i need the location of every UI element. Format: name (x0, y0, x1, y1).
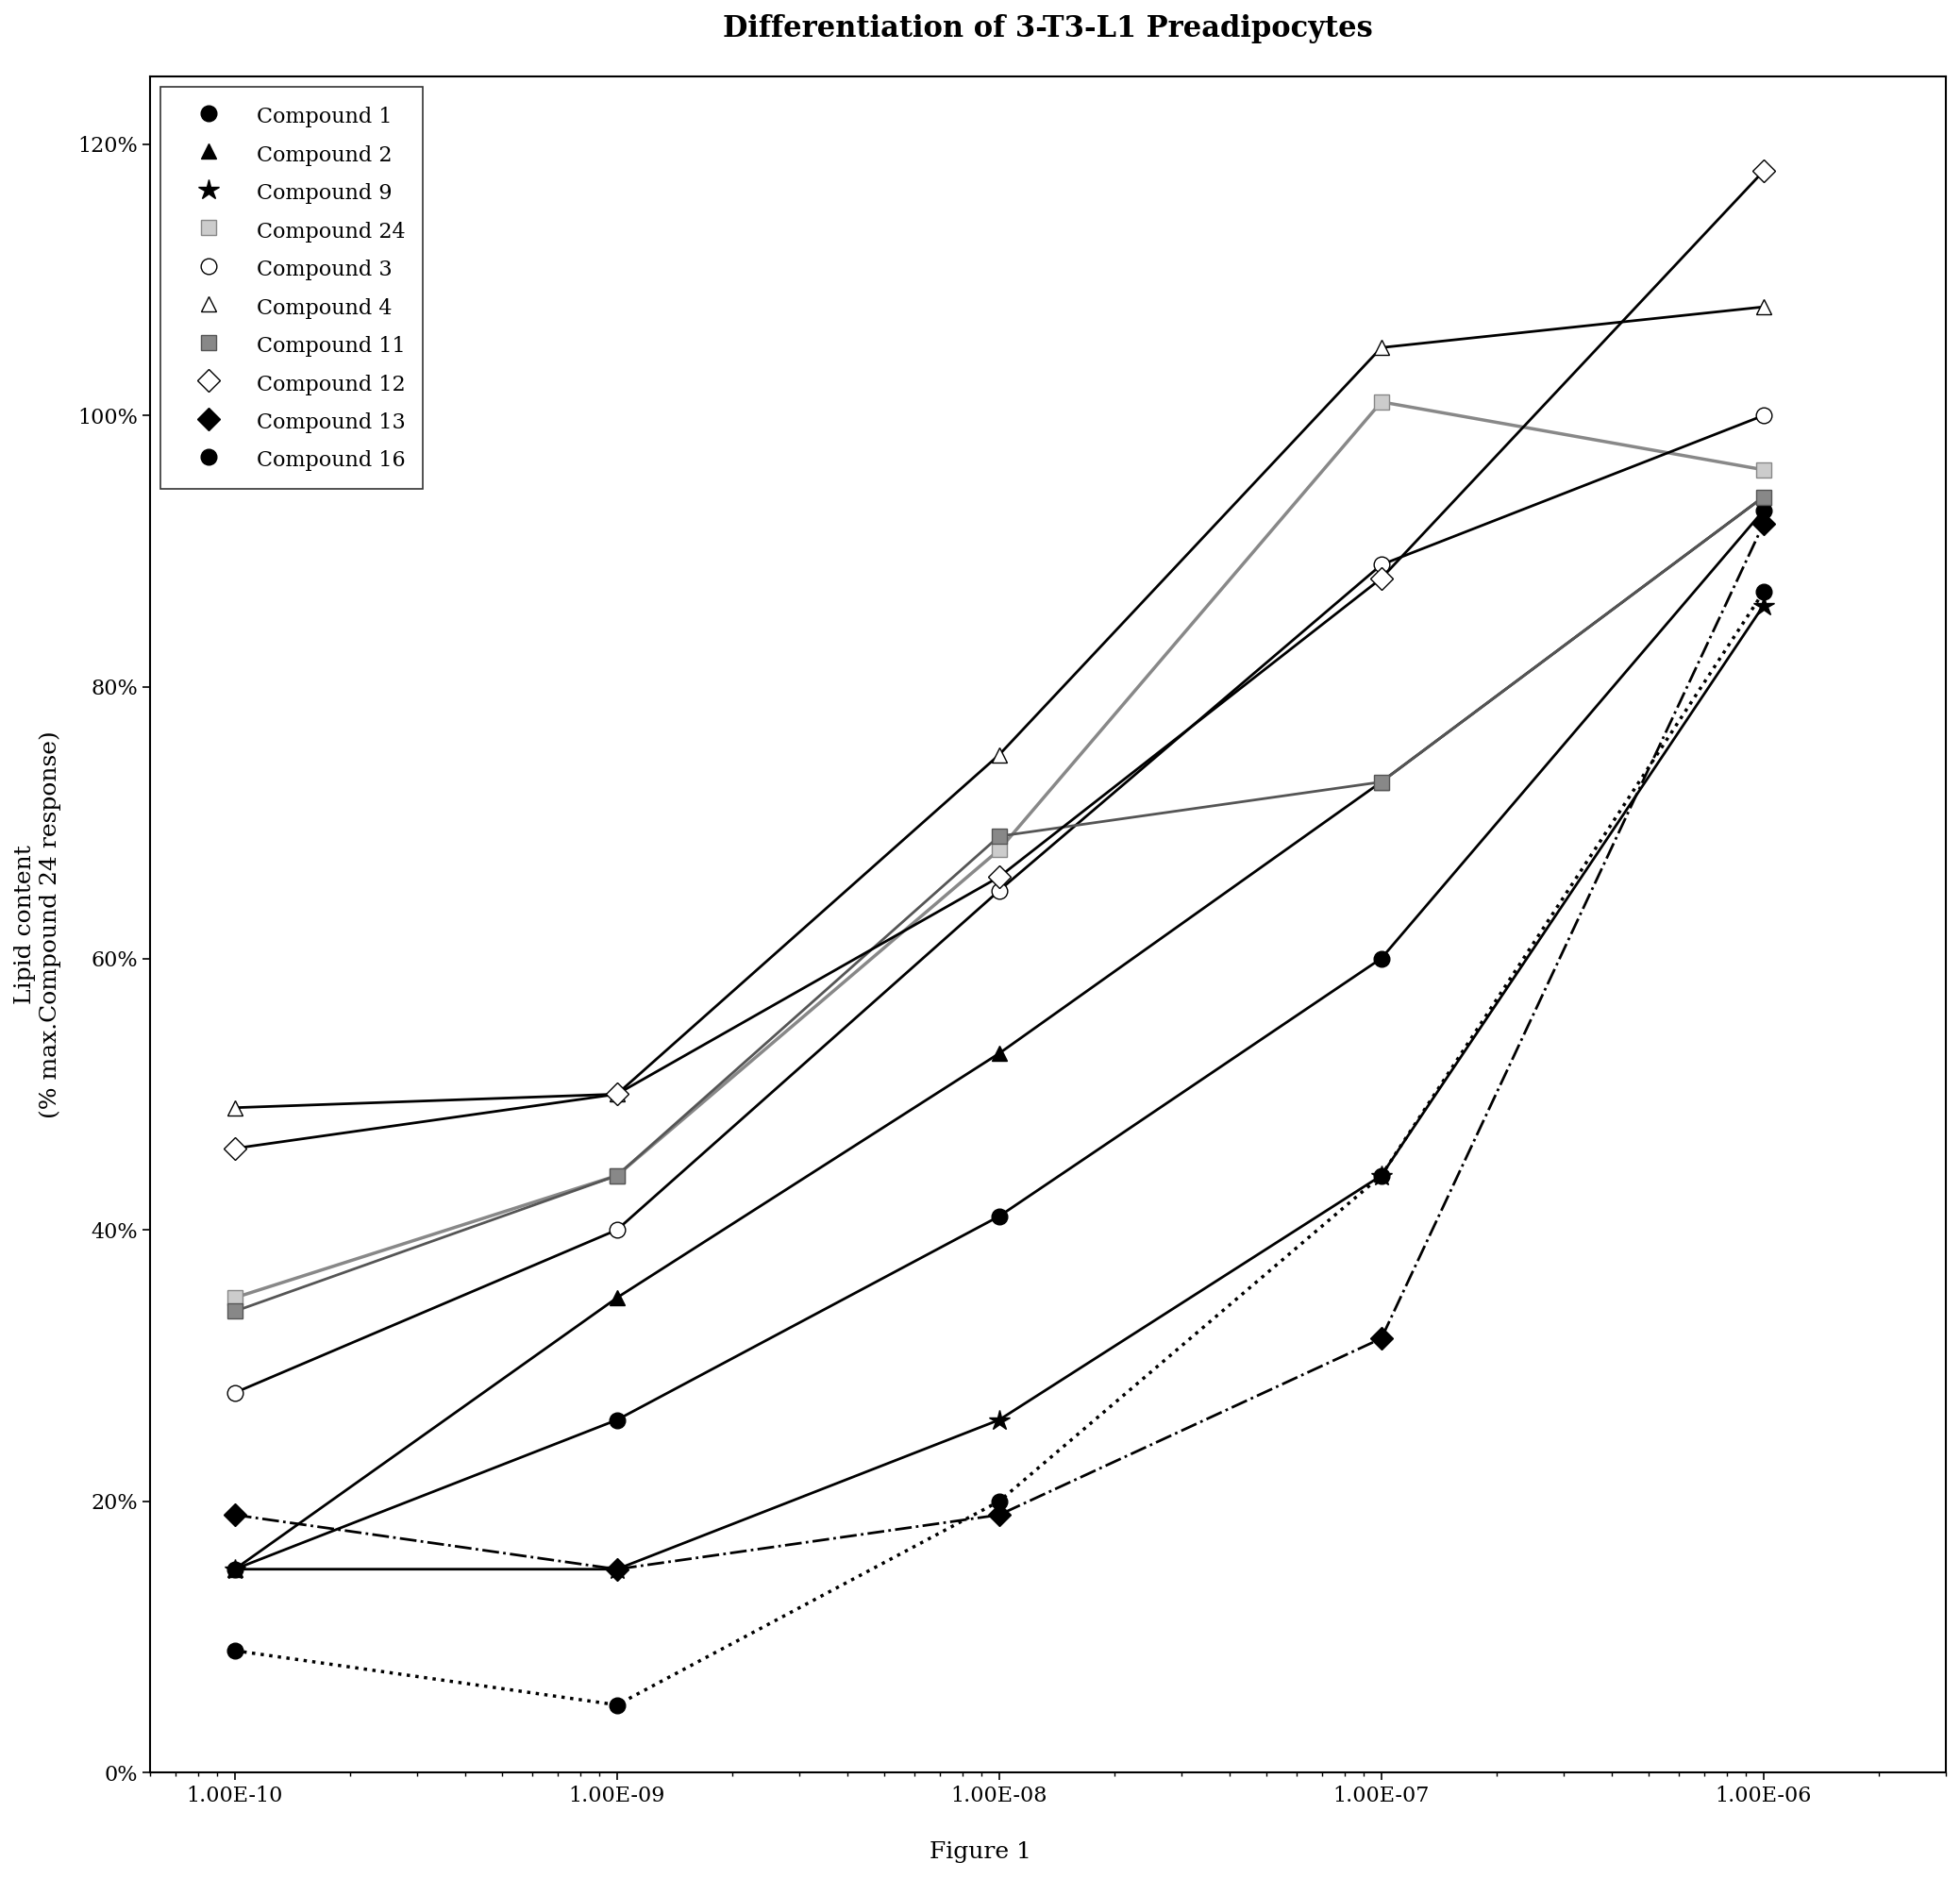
Compound 12 (988, 866, 1011, 889)
Compound 3 (606, 1219, 629, 1242)
Compound 11 (606, 1164, 629, 1187)
Compound 11 (1752, 485, 1776, 508)
Compound 12 (1370, 567, 1394, 590)
Compound 13 (1370, 1327, 1394, 1350)
Compound 13 (988, 1504, 1011, 1526)
Compound 13 (223, 1504, 247, 1526)
Compound 3 (223, 1382, 247, 1405)
Compound 16 (988, 1490, 1011, 1513)
Compound 16 (1752, 580, 1776, 603)
Compound 1 (988, 1206, 1011, 1229)
Compound 1 (1752, 499, 1776, 521)
Compound 16 (606, 1693, 629, 1716)
Y-axis label: Lipid content
(% max.Compound 24 response): Lipid content (% max.Compound 24 respons… (14, 730, 61, 1119)
Compound 3 (1370, 554, 1394, 576)
Compound 11 (1370, 770, 1394, 793)
Compound 13 (606, 1559, 629, 1581)
Compound 4 (223, 1096, 247, 1119)
Line: Compound 9: Compound 9 (223, 595, 1774, 1579)
Line: Compound 24: Compound 24 (227, 394, 1772, 1306)
Compound 9 (988, 1409, 1011, 1431)
Compound 9 (223, 1559, 247, 1581)
Legend: Compound 1, Compound 2, Compound 9, Compound 24, Compound 3, Compound 4, Compoun: Compound 1, Compound 2, Compound 9, Comp… (161, 87, 423, 489)
Compound 4 (606, 1083, 629, 1105)
Compound 12 (606, 1083, 629, 1105)
Compound 16 (223, 1640, 247, 1663)
Compound 16 (1370, 1164, 1394, 1187)
Compound 2 (988, 1043, 1011, 1066)
Line: Compound 3: Compound 3 (227, 408, 1772, 1401)
Compound 11 (223, 1301, 247, 1323)
Compound 9 (1370, 1164, 1394, 1187)
Compound 9 (1752, 593, 1776, 616)
Line: Compound 13: Compound 13 (227, 516, 1772, 1577)
Compound 11 (988, 825, 1011, 848)
Compound 4 (1370, 336, 1394, 358)
Compound 24 (223, 1285, 247, 1308)
Compound 2 (606, 1285, 629, 1308)
Text: Figure 1: Figure 1 (929, 1841, 1031, 1862)
Line: Compound 4: Compound 4 (227, 300, 1772, 1115)
Line: Compound 1: Compound 1 (227, 502, 1772, 1577)
Compound 1 (606, 1409, 629, 1431)
Line: Compound 11: Compound 11 (227, 489, 1772, 1320)
Compound 2 (1370, 770, 1394, 793)
Compound 1 (1370, 946, 1394, 969)
Compound 2 (223, 1559, 247, 1581)
Compound 24 (606, 1164, 629, 1187)
Compound 3 (988, 880, 1011, 902)
Compound 24 (1752, 459, 1776, 482)
Compound 3 (1752, 404, 1776, 427)
Compound 13 (1752, 512, 1776, 535)
Line: Compound 12: Compound 12 (227, 163, 1772, 1157)
Compound 2 (1752, 485, 1776, 508)
Title: Differentiation of 3-T3-L1 Preadipocytes: Differentiation of 3-T3-L1 Preadipocytes (723, 13, 1372, 44)
Compound 9 (606, 1559, 629, 1581)
Compound 1 (223, 1559, 247, 1581)
Compound 4 (1752, 296, 1776, 319)
Line: Compound 16: Compound 16 (227, 584, 1772, 1712)
Compound 12 (1752, 159, 1776, 182)
Compound 24 (1370, 391, 1394, 413)
Compound 12 (223, 1138, 247, 1160)
Line: Compound 2: Compound 2 (227, 489, 1772, 1577)
Compound 4 (988, 743, 1011, 766)
Compound 24 (988, 838, 1011, 861)
